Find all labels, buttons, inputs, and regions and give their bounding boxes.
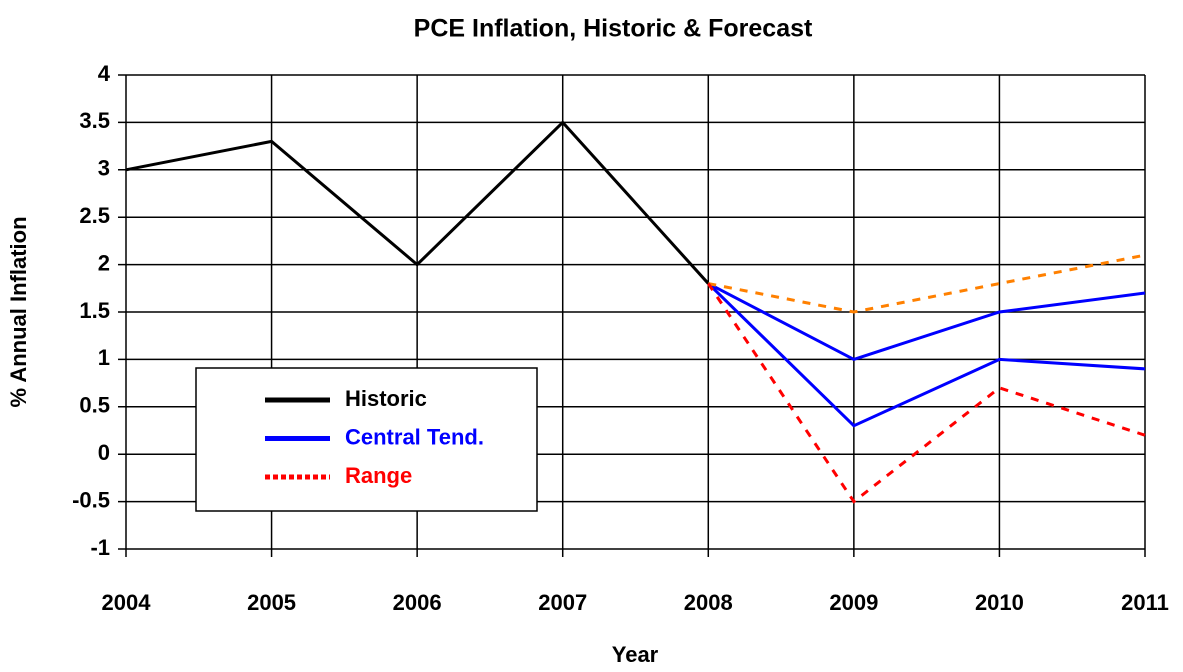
chart-title: PCE Inflation, Historic & Forecast: [414, 15, 813, 43]
legend-label: Historic: [345, 386, 427, 411]
x-tick-label: 2010: [975, 590, 1024, 615]
series-line: [125, 120, 710, 285]
y-tick-label: 1.5: [79, 298, 110, 323]
y-tick-label: 4: [98, 61, 111, 86]
y-tick-label: -1: [90, 535, 110, 560]
y-tick-label: 0.5: [79, 393, 110, 418]
legend-label: Central Tend.: [345, 424, 484, 449]
y-axis-label: % Annual Inflation: [6, 216, 31, 407]
series-line: [707, 282, 1146, 504]
legend-box: [195, 367, 538, 512]
y-tick-label: 1: [98, 345, 110, 370]
x-tick-label: 2009: [829, 590, 878, 615]
x-axis-label: Year: [612, 642, 659, 667]
x-tick-label: 2005: [247, 590, 296, 615]
y-tick-label: 3: [98, 156, 110, 181]
x-tick-label: 2004: [102, 590, 152, 615]
x-tick-label: 2007: [538, 590, 587, 615]
y-tick-label: 2.5: [79, 203, 110, 228]
y-tick-label: 0: [98, 440, 110, 465]
x-tick-label: 2006: [393, 590, 442, 615]
x-tick-label: 2011: [1121, 590, 1169, 615]
y-tick-label: -0.5: [72, 487, 110, 512]
series-line: [707, 282, 1146, 362]
legend-label: Range: [345, 463, 412, 488]
x-tick-label: 2008: [684, 590, 733, 615]
series-line: [707, 282, 1146, 428]
y-tick-label: 2: [98, 250, 110, 275]
y-tick-label: 3.5: [79, 108, 110, 133]
series-line: [707, 253, 1146, 314]
